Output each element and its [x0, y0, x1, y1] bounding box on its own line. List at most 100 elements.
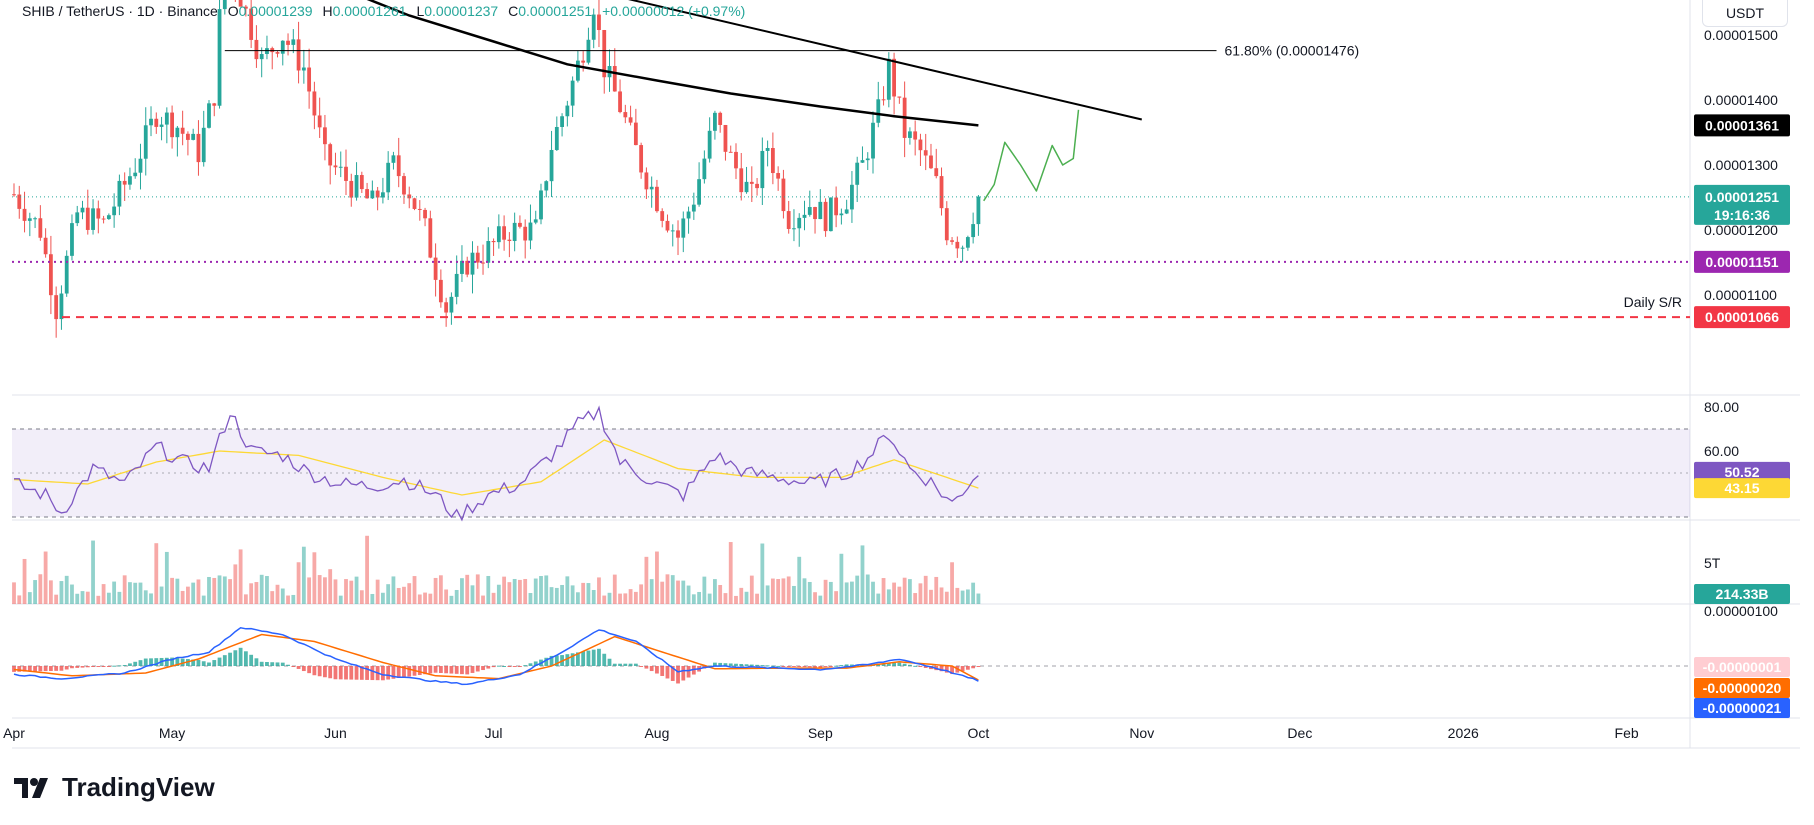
candle-body [70, 223, 74, 256]
volume-bar [628, 589, 633, 604]
candle-body [860, 160, 865, 163]
volume-bar [75, 593, 80, 604]
candle-body [33, 218, 37, 220]
volume-bar [960, 590, 965, 604]
candle-body [254, 39, 259, 60]
time-tick-label: 2026 [1448, 725, 1479, 741]
volume-bar [201, 595, 206, 604]
candle-body [639, 145, 644, 173]
macd-histogram-bar [575, 652, 580, 666]
volume-bar [802, 578, 807, 604]
candle-body [433, 257, 438, 280]
volume-tick-label: 5T [1704, 555, 1721, 571]
volume-bar [27, 592, 32, 604]
candle-body [449, 296, 454, 313]
tradingview-brand[interactable]: TradingView [14, 772, 215, 803]
macd-histogram-bar [597, 648, 601, 666]
macd-histogram-bar [723, 663, 728, 666]
legend-change: +0.00000012 (+0.97%) [602, 3, 745, 19]
macd-histogram-bar [486, 666, 491, 669]
candle-body [834, 197, 839, 216]
macd-histogram-bar [207, 662, 211, 666]
candle-body [744, 181, 749, 193]
volume-bar [918, 583, 923, 604]
macd-histogram-bar [438, 666, 443, 673]
macd-signal-line [13, 633, 979, 681]
macd-histogram-bar [449, 666, 454, 674]
candle-body [354, 175, 359, 198]
rsi-panel[interactable] [12, 405, 1690, 522]
macd-histogram-bar [212, 660, 217, 666]
volume-bar [217, 575, 222, 604]
tradingview-logo-icon [14, 777, 48, 798]
currency-button[interactable]: USDT [1702, 0, 1788, 27]
candle-body [333, 165, 338, 168]
candle-body [365, 189, 369, 199]
volume-bar [939, 587, 944, 604]
macd-histogram-bar [676, 666, 680, 684]
candle-body [328, 144, 333, 166]
candle-body [886, 58, 891, 100]
macd-histogram-bar [623, 663, 628, 666]
rsi-tick-label: 60.00 [1704, 443, 1739, 459]
volume-bar [818, 595, 823, 604]
volume-panel[interactable] [12, 535, 981, 604]
volume-bar [676, 580, 680, 604]
macd-histogram-bar [270, 662, 275, 666]
candle-body [381, 192, 385, 198]
volume-bar [786, 576, 791, 604]
volume-bar [412, 576, 417, 604]
volume-bar [886, 589, 891, 604]
price-panel[interactable]: 61.80% (0.00001476) Daily S/R [12, 0, 1690, 338]
volume-bar [286, 595, 290, 604]
candle-body [149, 118, 153, 126]
macd-histogram-bar [749, 664, 754, 666]
macd-histogram-bar [180, 658, 185, 666]
macd-histogram-bar [296, 666, 301, 669]
macd-histogram-bar [154, 658, 159, 666]
macd-histogram-bar [64, 666, 69, 670]
macd-histogram-bar [554, 655, 559, 666]
candle-body [591, 14, 596, 40]
macd-histogram-bar [85, 666, 90, 668]
volume-bar [681, 580, 686, 604]
current-price-tag: 0.00001251 [1705, 189, 1779, 205]
candle-body [301, 67, 306, 71]
volume-bar [370, 593, 375, 604]
macd-histogram-bar [713, 662, 717, 666]
macd-histogram-bar [201, 661, 206, 666]
macd-histogram-bar [960, 666, 965, 672]
macd-panel[interactable] [12, 627, 1690, 686]
volume-bar [691, 594, 696, 604]
volume-bar [164, 551, 169, 604]
macd-histogram-bar [892, 663, 896, 666]
candle-body [565, 105, 570, 117]
candle-body [554, 126, 559, 150]
candle-body [106, 215, 111, 220]
volume-bar [713, 579, 717, 604]
volume-bar [454, 589, 459, 604]
macd-histogram-bar [496, 665, 501, 667]
volume-bar [860, 545, 865, 604]
macd-histogram-bar [143, 658, 148, 666]
volume-bar [934, 576, 939, 604]
volume-bar [697, 591, 701, 604]
volume-bar [59, 581, 64, 604]
macd-histogram-bar [839, 665, 844, 667]
candle-body [976, 196, 981, 225]
volume-bar [734, 595, 738, 604]
candle-body [143, 125, 148, 159]
macd-histogram-bar [96, 666, 101, 667]
candle-body [707, 130, 712, 159]
candle-body [923, 150, 928, 156]
macd-histogram-bar [549, 655, 554, 666]
candle-body [17, 194, 22, 209]
macd-histogram-bar [797, 666, 802, 667]
volume-bar [154, 543, 159, 604]
macd-histogram-bar [976, 666, 981, 667]
candle-body [850, 184, 854, 210]
candle-body [164, 112, 169, 125]
volume-bar [570, 585, 575, 604]
volume-bar [428, 593, 433, 604]
